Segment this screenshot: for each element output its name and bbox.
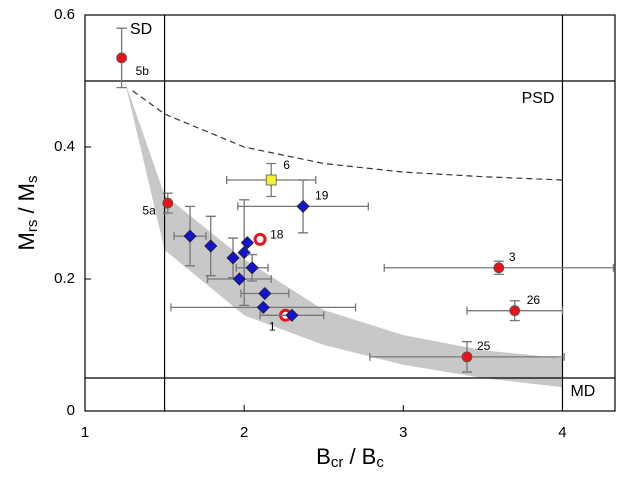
label-part: cr (331, 454, 344, 471)
point-label: 1 (269, 319, 276, 333)
point (204, 239, 218, 253)
point (296, 199, 310, 213)
region-label: PSD (522, 90, 555, 107)
x-tick-label: 4 (558, 424, 566, 441)
region-label: SD (130, 21, 152, 38)
label-part: c (376, 454, 384, 471)
point (253, 232, 267, 246)
y-tick-label: 0 (67, 402, 75, 419)
point-label: 6 (283, 158, 290, 172)
y-tick-label: 0.6 (54, 6, 75, 23)
plot-frame (84, 14, 616, 412)
point (256, 300, 270, 314)
point (285, 308, 299, 322)
point (258, 286, 272, 301)
label-part: rs (24, 220, 41, 233)
point (240, 236, 254, 250)
label-part: B (316, 444, 331, 469)
point (265, 174, 277, 186)
label-part: s (24, 176, 41, 184)
point-label: 5b (136, 64, 150, 78)
point-label: 3 (509, 250, 516, 264)
point (509, 305, 521, 317)
point (245, 261, 259, 275)
point-label: 26 (527, 293, 541, 307)
point-label: 5a (142, 203, 156, 217)
x-tick-label: 2 (240, 424, 248, 441)
y-tick-label: 0.2 (54, 270, 75, 287)
point-label: 25 (477, 339, 491, 353)
point-label: 18 (270, 228, 284, 242)
point (493, 262, 505, 274)
label-part: / B (343, 444, 376, 469)
y-tick-label: 0.4 (54, 138, 75, 155)
point (461, 351, 473, 363)
point (237, 246, 251, 260)
x-tick-label: 3 (399, 424, 407, 441)
point (183, 229, 197, 243)
point (116, 52, 128, 64)
region-label: MD (570, 383, 595, 400)
x-tick-label: 1 (81, 424, 89, 441)
label-part: M (14, 232, 39, 250)
x-axis-label: Bcr / Bc (316, 444, 384, 471)
y-axis-label: Mrs / Ms (14, 176, 41, 251)
point-label: 19 (315, 189, 329, 203)
point (162, 197, 174, 209)
point (232, 272, 246, 286)
label-part: / M (14, 183, 39, 220)
point (226, 251, 240, 265)
dashed-curve (132, 90, 563, 181)
